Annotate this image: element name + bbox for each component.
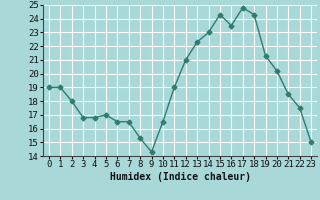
X-axis label: Humidex (Indice chaleur): Humidex (Indice chaleur) bbox=[109, 172, 251, 182]
